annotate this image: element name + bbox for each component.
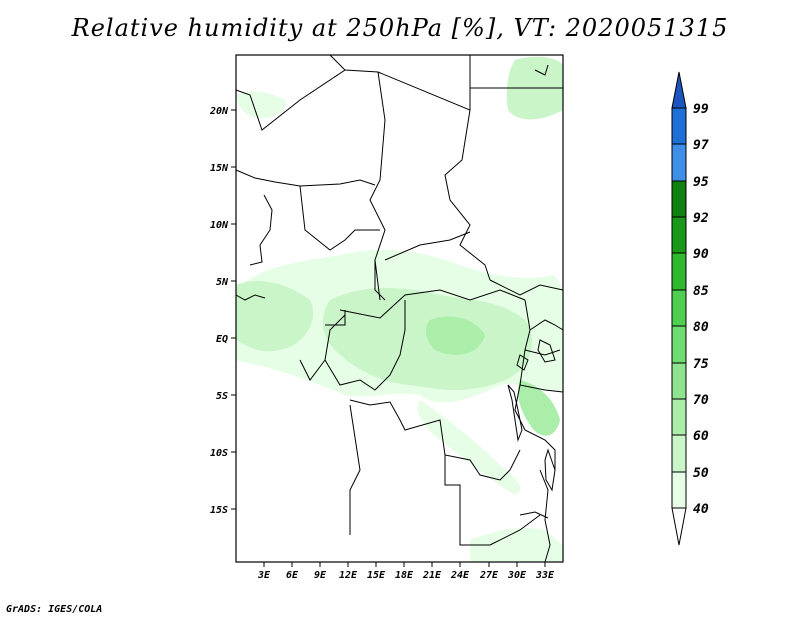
colorbar-swatch-95-97	[671, 143, 687, 182]
colorbar-swatch-75-80	[671, 325, 687, 364]
colorbar-labels: 99 97 95 92 90 85 80 75 70 60 50 40	[693, 102, 709, 517]
lat-axis: 20N 15N 10N 5N EQ 5S 10S 15S	[209, 106, 236, 516]
lon-label-33e: 33E	[535, 570, 555, 581]
colorbar-label-80: 80	[693, 320, 709, 335]
colorbar-swatch-80-85	[671, 289, 687, 327]
colorbar-label-95: 95	[693, 175, 709, 190]
map-title: Relative humidity at 250hPa [%], VT: 202…	[71, 14, 729, 42]
colorbar-top-arrow	[671, 71, 687, 109]
lon-label-27e: 27E	[479, 570, 499, 581]
humidity-patch-se	[470, 528, 563, 562]
lon-label-15e: 15E	[367, 570, 386, 581]
water-bodies	[235, 64, 556, 519]
colorbar-label-90: 90	[693, 247, 709, 262]
lon-label-18e: 18E	[395, 570, 414, 581]
colorbar-label-40: 40	[693, 502, 709, 517]
colorbar-label-60: 60	[693, 429, 709, 444]
lat-label-5n: 5N	[216, 277, 229, 288]
lon-label-9e: 9E	[314, 570, 327, 581]
lat-label-15n: 15N	[210, 163, 229, 174]
lat-label-eq: EQ	[216, 334, 228, 345]
humidity-field	[236, 56, 563, 562]
colorbar-label-50: 50	[693, 466, 709, 481]
lat-label-10n: 10N	[210, 220, 229, 231]
humidity-streak-south	[417, 400, 521, 495]
colorbar-swatch-60-70	[671, 398, 687, 436]
colorbar-label-75: 75	[693, 357, 709, 372]
lon-label-24e: 24E	[450, 570, 470, 581]
lat-label-5s: 5S	[216, 391, 228, 402]
humidity-patch-east	[518, 380, 560, 436]
humidity-patch-central	[425, 316, 485, 355]
colorbar-label-97: 97	[693, 138, 709, 153]
country-borders	[235, 54, 564, 563]
colorbar-swatch-97-99	[671, 107, 687, 145]
colorbar-label-85: 85	[693, 284, 709, 299]
lat-label-15s: 15S	[210, 505, 228, 516]
humidity-band-west	[236, 280, 314, 352]
lon-label-30e: 30E	[507, 570, 527, 581]
lat-label-10s: 10S	[210, 448, 228, 459]
colorbar-swatch-90-92	[671, 216, 687, 254]
lon-label-3e: 3E	[257, 570, 271, 581]
colorbar-swatch-85-90	[671, 252, 687, 291]
lon-label-21e: 21E	[422, 570, 442, 581]
colorbar-label-70: 70	[693, 393, 709, 408]
map-frame	[235, 54, 564, 563]
humidity-patch-nw	[236, 91, 286, 119]
colorbar-label-92: 92	[693, 211, 709, 226]
colorbar-bottom-arrow	[671, 507, 687, 546]
colorbar-swatch-70-75	[671, 362, 687, 400]
colorbar-swatch-50-60	[671, 434, 687, 473]
colorbar-swatch-92-95	[671, 180, 687, 218]
grads-credit: GrADS: IGES/COLA	[6, 604, 103, 615]
lon-label-6e: 6E	[286, 570, 299, 581]
lon-label-12e: 12E	[339, 570, 358, 581]
colorbar-label-99: 99	[693, 102, 709, 117]
colorbar-swatch-40-50	[671, 471, 687, 509]
lon-axis: 3E 6E 9E 12E 15E 18E 21E 24E 27E 30E 33E	[257, 562, 555, 581]
colorbar	[671, 71, 687, 546]
lat-label-20n: 20N	[209, 106, 229, 117]
